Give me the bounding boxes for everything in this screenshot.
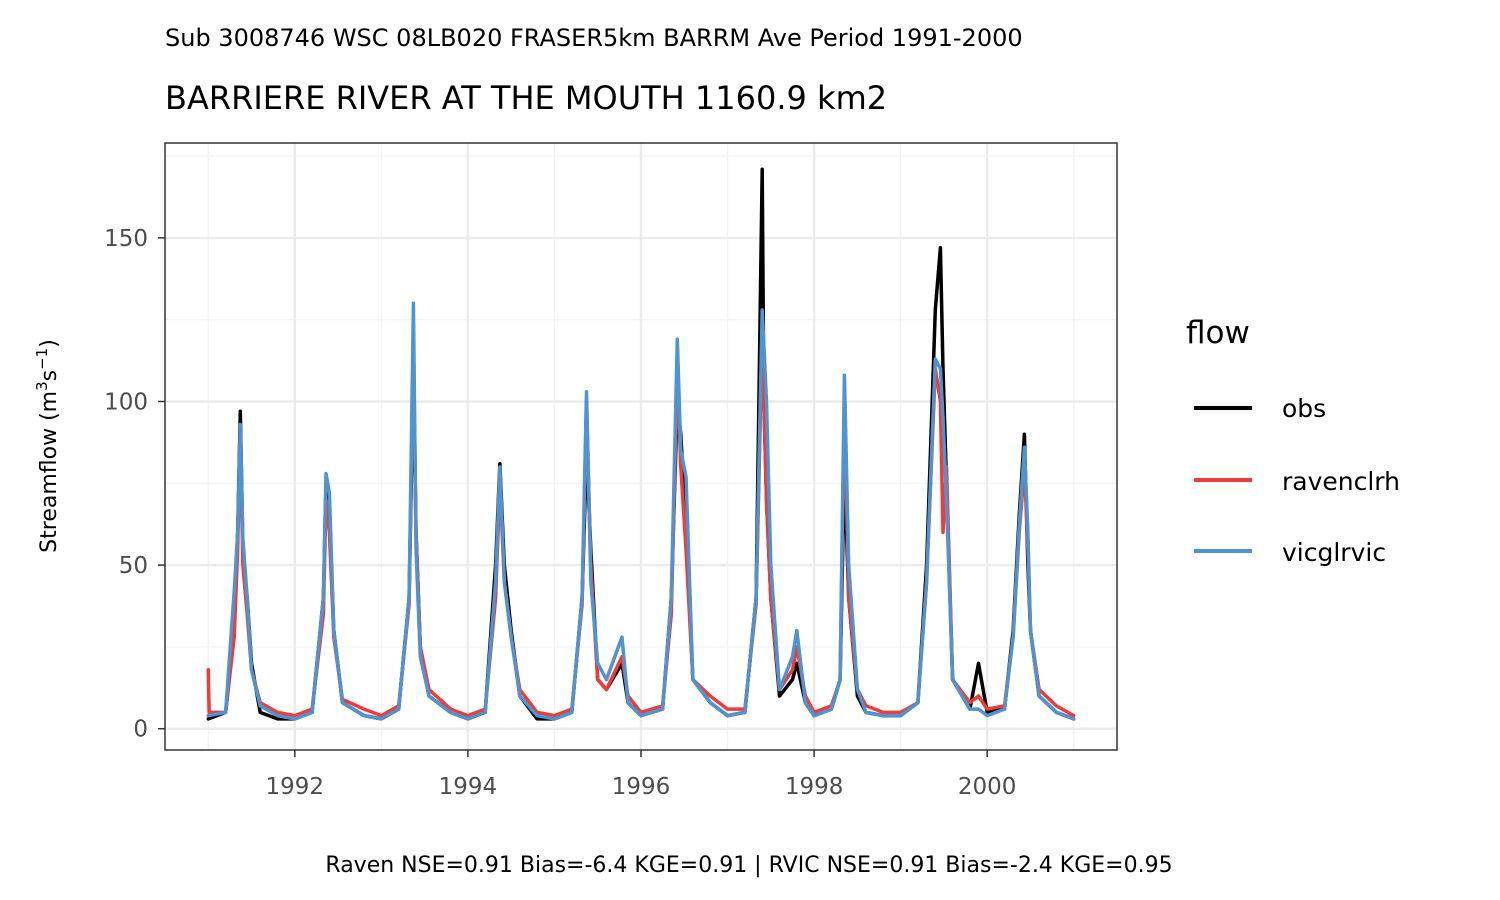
y-axis: 0 50 100 150 [104, 226, 165, 743]
y-tick-label: 50 [119, 553, 148, 579]
x-tick-label: 1996 [612, 774, 671, 800]
chart-subtitle: Sub 3008746 WSC 08LB020 FRASER5km BARRM … [165, 24, 1023, 52]
y-tick-label: 0 [133, 717, 148, 743]
y-tick-label: 100 [104, 390, 148, 416]
x-tick-label: 2000 [958, 774, 1017, 800]
legend-title: flow [1186, 315, 1250, 351]
legend-item-obs: obs [1194, 394, 1326, 423]
series-line-vicglrvic [206, 301, 1076, 721]
chart-title: BARRIERE RIVER AT THE MOUTH 1160.9 km2 [165, 79, 887, 117]
legend: flow obs ravenclrh vicglrvic [1186, 315, 1400, 567]
x-tick-label: 1992 [266, 774, 325, 800]
x-axis: 1992 1994 1996 1998 2000 [266, 750, 1017, 800]
grid-major [165, 143, 1117, 750]
legend-label-ravenclrh: ravenclrh [1282, 467, 1400, 496]
legend-item-vicglrvic: vicglrvic [1194, 538, 1386, 567]
y-tick-label: 150 [104, 226, 148, 252]
legend-label-vicglrvic: vicglrvic [1282, 538, 1386, 567]
legend-label-obs: obs [1282, 394, 1326, 423]
chart-caption: Raven NSE=0.91 Bias=-6.4 KGE=0.91 | RVIC… [325, 853, 1172, 878]
plot-lines [206, 167, 1076, 721]
x-tick-label: 1998 [785, 774, 844, 800]
y-axis-label: Streamflow (m3s−1) [33, 339, 62, 553]
x-tick-label: 1994 [439, 774, 498, 800]
legend-item-ravenclrh: ravenclrh [1194, 467, 1400, 496]
